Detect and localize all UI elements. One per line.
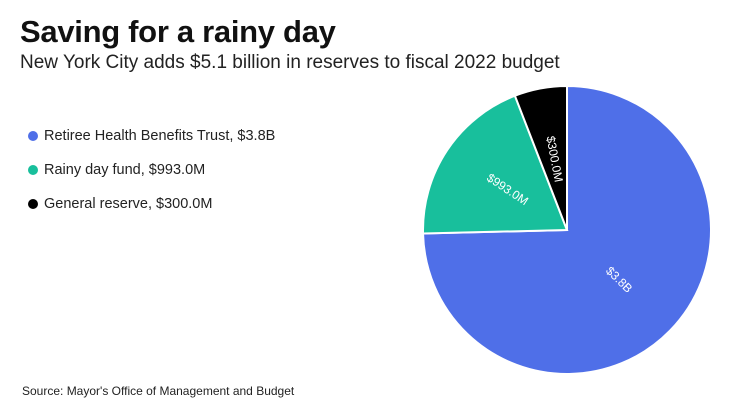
chart-title: Saving for a rainy day xyxy=(20,14,336,49)
legend-item: Rainy day fund, $993.0M xyxy=(28,160,275,180)
pie-slice-rainy-day-fund xyxy=(422,94,569,235)
legend-swatch xyxy=(28,131,38,141)
chart-subtitle: New York City adds $5.1 billion in reser… xyxy=(20,52,560,73)
legend-label: Rainy day fund, $993.0M xyxy=(44,162,206,178)
legend-swatch xyxy=(28,199,38,209)
legend: Retiree Health Benefits Trust, $3.8B Rai… xyxy=(28,126,275,228)
legend-label: Retiree Health Benefits Trust, $3.8B xyxy=(44,128,276,144)
legend-item: General reserve, $300.0M xyxy=(28,194,275,214)
legend-swatch xyxy=(28,165,38,175)
source-note: Source: Mayor's Office of Management and… xyxy=(22,384,295,398)
pie-slice-general-reserve xyxy=(513,84,568,231)
legend-item: Retiree Health Benefits Trust, $3.8B xyxy=(28,126,275,146)
legend-label: General reserve, $300.0M xyxy=(44,196,213,212)
